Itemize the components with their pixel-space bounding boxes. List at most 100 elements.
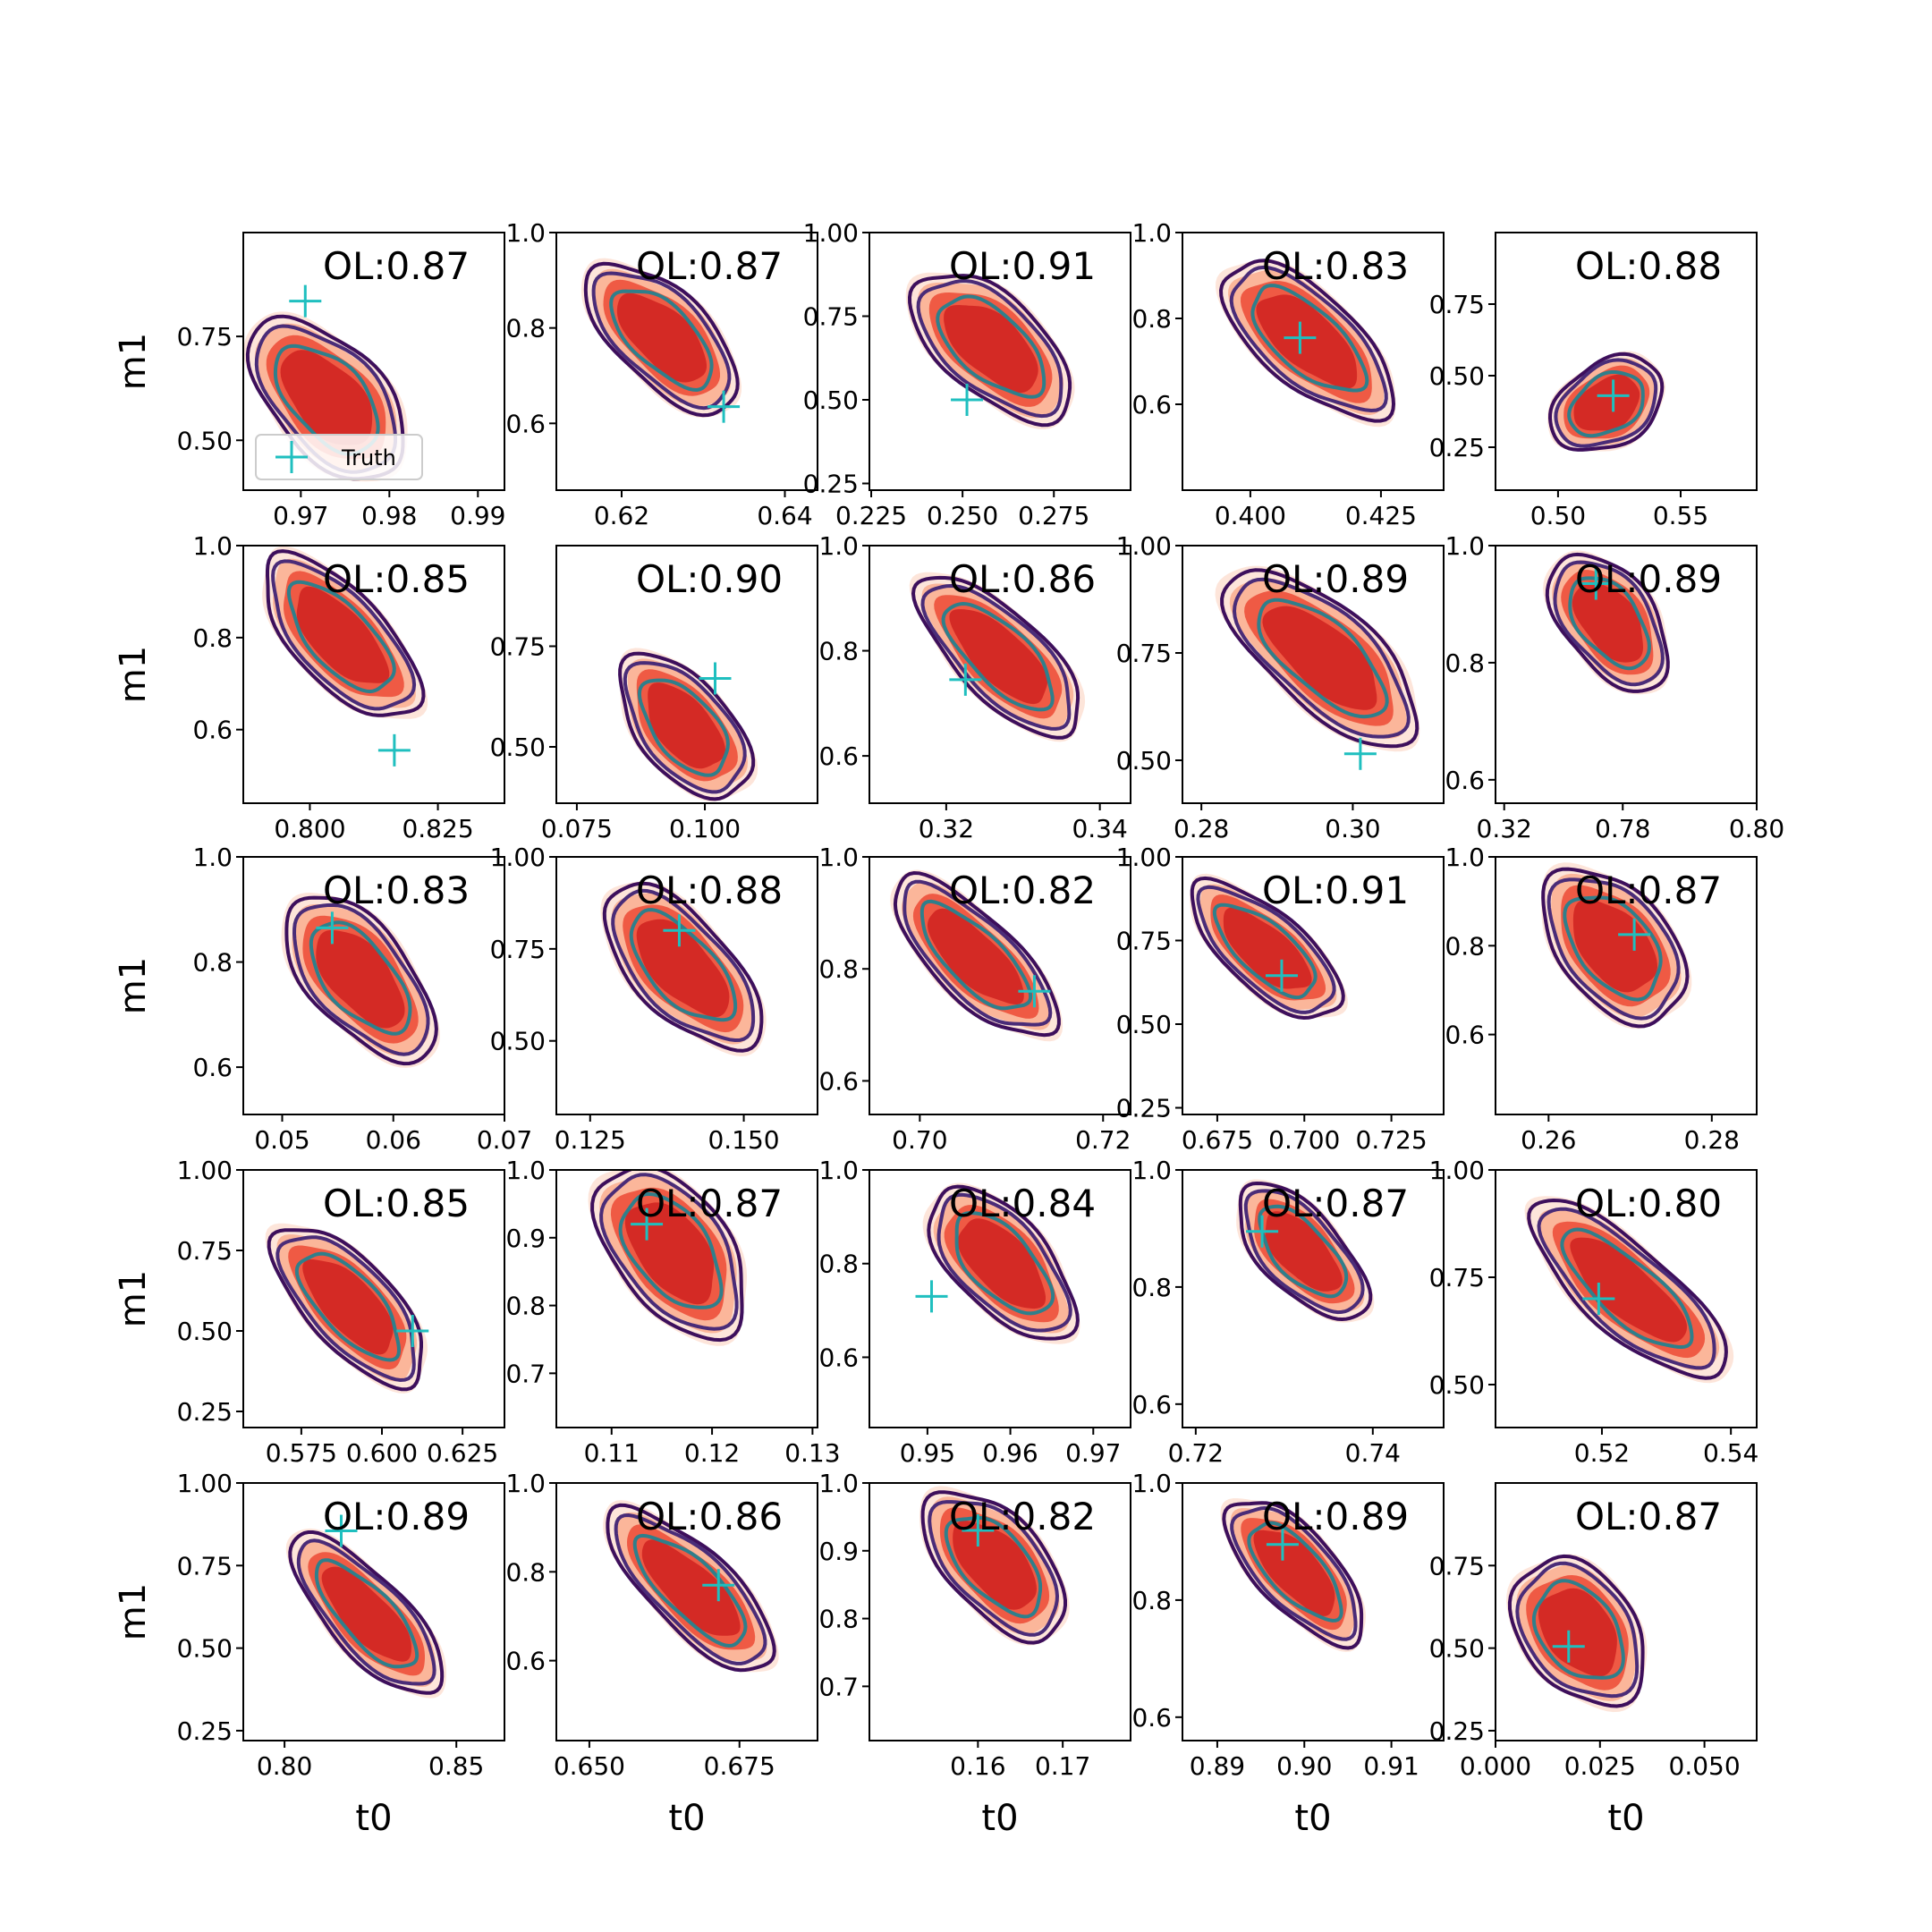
posterior-contours <box>1547 351 1665 452</box>
y-tick-label: 0.8 <box>505 1292 546 1321</box>
truth-marker <box>631 1208 664 1241</box>
contour-inner <box>1250 284 1369 393</box>
truth-marker <box>396 1315 429 1347</box>
x-tick-label: 0.62 <box>594 501 649 530</box>
density-fill-level-4 <box>1253 1530 1335 1616</box>
posterior-contours <box>265 1223 429 1394</box>
contour-inner <box>1531 1579 1625 1680</box>
axes-frame <box>242 545 505 804</box>
contour-outer <box>1218 258 1396 423</box>
truth-marker <box>1018 975 1051 1008</box>
contour-outer <box>911 575 1080 740</box>
contour-inner <box>1257 597 1389 719</box>
contour-mid <box>1537 1207 1716 1370</box>
y-tick-label: 0.50 <box>177 426 233 455</box>
x-tick-label: 0.17 <box>1035 1751 1090 1781</box>
contour-inner <box>629 908 738 1022</box>
contour-inner <box>954 1211 1055 1316</box>
contour-mid <box>614 1513 767 1665</box>
overlap-label: OL:0.84 <box>949 1182 1096 1225</box>
overlap-label: OL:0.89 <box>1262 557 1409 601</box>
truth-marker <box>915 1280 948 1313</box>
x-tick-label: 0.675 <box>704 1751 775 1781</box>
x-tick-label: 0.80 <box>1729 814 1784 843</box>
density-fill-level-4 <box>957 1218 1046 1309</box>
y-tick-label: 1.0 <box>1445 843 1485 872</box>
y-tick-label: 1.00 <box>177 1156 233 1185</box>
density-fill-level-4 <box>280 350 373 445</box>
x-tick-label: 0.91 <box>1363 1751 1419 1781</box>
y-axis-label: m1 <box>113 333 154 390</box>
axes-frame <box>242 856 505 1115</box>
posterior-contours <box>1190 873 1348 1021</box>
contour-mid <box>936 1192 1072 1333</box>
y-tick-label: 0.25 <box>1429 1716 1485 1746</box>
contour-inner <box>944 1515 1043 1619</box>
x-tick-label: 0.050 <box>1669 1751 1741 1781</box>
posterior-contours <box>262 546 428 767</box>
subplot-1-1: 0.97 0.98 0.99 0.75 0.50 OL:0.87 m1 Truth <box>113 232 505 530</box>
subplot-1-4: 0.400 0.425 1.0 0.8 0.6 OL:0.83 <box>1131 218 1445 530</box>
x-tick-label: 0.100 <box>669 814 741 843</box>
x-tick-label: 0.025 <box>1564 1751 1636 1781</box>
overlap-label: OL:0.85 <box>323 1182 470 1225</box>
x-tick-label: 0.30 <box>1325 814 1380 843</box>
y-tick-label: 0.75 <box>490 935 546 964</box>
y-tick-label: 0.9 <box>505 1224 546 1253</box>
overlap-label: OL:0.80 <box>1575 1182 1722 1225</box>
truth-marker <box>325 1514 358 1547</box>
subplot-1-2: 0.62 0.64 1.0 0.8 0.6 OL:0.87 <box>505 218 818 530</box>
overlap-label: OL:0.91 <box>949 244 1096 288</box>
y-axis-label: m1 <box>113 1583 154 1640</box>
y-tick-label: 0.6 <box>192 716 233 745</box>
posterior-contours <box>281 893 440 1068</box>
y-tick-label: 0.6 <box>505 409 546 438</box>
y-tick-label: 1.0 <box>1131 1156 1172 1185</box>
truth-marker <box>1343 737 1377 770</box>
y-tick-label: 0.7 <box>505 1359 546 1388</box>
x-tick-label: 0.425 <box>1345 501 1417 530</box>
y-tick-label: 0.9 <box>818 1537 859 1566</box>
y-tick-label: 0.8 <box>192 623 233 653</box>
subplot-1-3: 0.225 0.250 0.275 1.00 0.75 0.50 0.25 OL:0.91 <box>803 218 1131 530</box>
y-tick-label: 0.75 <box>1116 639 1172 668</box>
y-tick-label: 1.0 <box>505 1469 546 1498</box>
y-tick-label: 0.50 <box>1116 1010 1172 1039</box>
contour-inner <box>1560 1227 1694 1350</box>
x-tick-label: 0.075 <box>541 814 613 843</box>
x-tick-label: 0.13 <box>784 1438 840 1468</box>
contour-mid <box>902 879 1053 1027</box>
overlap-label: OL:0.89 <box>1575 557 1722 601</box>
density-fill-level-4 <box>1572 581 1643 663</box>
y-tick-label: 0.75 <box>1429 1551 1485 1580</box>
x-tick-label: 0.95 <box>900 1438 955 1468</box>
truth-marker <box>1552 1630 1585 1663</box>
y-tick-label: 0.8 <box>818 1250 859 1279</box>
density-fill-level-4 <box>636 919 730 1018</box>
y-tick-label: 0.6 <box>1131 390 1172 419</box>
subplot-5-1: 0.80 0.85 1.00 0.75 0.50 0.25 OL:0.89 m1 t0 <box>113 1469 505 1839</box>
contour-outer <box>1190 876 1345 1021</box>
x-tick-label: 0.32 <box>1477 814 1532 843</box>
y-tick-label: 0.25 <box>1429 433 1485 462</box>
y-tick-label: 0.75 <box>1116 927 1172 956</box>
posterior-contours <box>919 1486 1070 1646</box>
subplot-4-3: 0.95 0.96 0.97 1.0 0.8 0.6 OL:0.84 <box>818 1156 1131 1468</box>
contour-inner <box>632 1533 748 1648</box>
contour-inner <box>309 920 412 1036</box>
x-tick-label: 0.28 <box>1684 1125 1740 1155</box>
contour-inner <box>637 678 730 777</box>
posterior-contours <box>285 1514 446 1699</box>
axes-frame <box>1182 856 1445 1115</box>
x-tick-label: 0.70 <box>892 1125 947 1155</box>
y-tick-label: 0.6 <box>192 1053 233 1082</box>
y-tick-label: 0.50 <box>177 1634 233 1664</box>
x-tick-label: 0.98 <box>361 501 417 530</box>
axes-frame <box>242 1482 505 1741</box>
axes-frame <box>1182 1482 1445 1741</box>
x-tick-label: 0.11 <box>584 1438 640 1468</box>
overlap-label: OL:0.87 <box>636 1182 783 1225</box>
y-tick-label: 1.0 <box>505 218 546 248</box>
y-tick-label: 0.6 <box>1445 1021 1485 1050</box>
contour-mid <box>1546 877 1681 1021</box>
